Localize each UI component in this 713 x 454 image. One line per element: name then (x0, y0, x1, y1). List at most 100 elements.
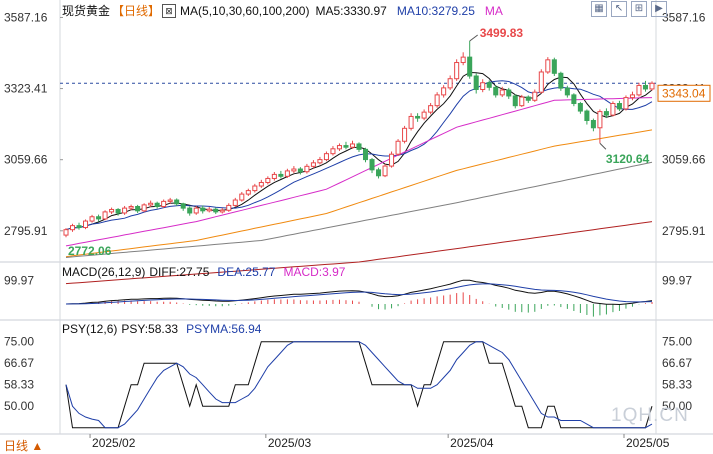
ma-more: MA (484, 3, 503, 18)
x-tick-label: 2025/04 (450, 436, 494, 450)
candle-body (649, 82, 655, 90)
period-tab[interactable]: 日线 ▲ (4, 439, 44, 453)
candle-body (434, 94, 440, 107)
candle-body (362, 148, 369, 161)
psy-line (65, 341, 653, 429)
candle-body (577, 103, 583, 112)
annotation-high: 3499.83 (480, 26, 524, 40)
psy-y-tick-left: 75.00 (4, 335, 34, 349)
candle-body (402, 127, 408, 142)
candle-body (525, 96, 531, 101)
candle-body (109, 208, 115, 213)
current-price-label: 3343.04 (662, 86, 706, 100)
candle-body (636, 84, 642, 96)
candle-body (441, 87, 447, 96)
main-chart-header: 现货黄金 【日线】 ⊠ MA(5,10,30,60,100,200) MA5:3… (62, 2, 503, 19)
candle-body (493, 86, 499, 96)
candle-body (532, 91, 538, 101)
candle-body (141, 204, 147, 212)
candle-body (193, 207, 199, 214)
candle-body (551, 59, 557, 74)
psy-y-tick-right: 58.33 (662, 378, 692, 392)
psy-y-tick-left: 58.33 (4, 378, 34, 392)
psy-title[interactable]: PSY(12,6) (62, 322, 118, 336)
candle-body (356, 143, 362, 150)
candle-body (180, 203, 186, 209)
candle-body (467, 56, 473, 77)
ma10-value: MA10:3279.25 (396, 3, 475, 18)
candle-body (148, 202, 154, 206)
candle-body (369, 159, 375, 171)
candle-body (252, 185, 258, 192)
ma-line-ma200 (65, 221, 653, 285)
candle-body (610, 103, 616, 116)
candle-body (154, 202, 160, 208)
macd-diff: DIFF:27.75 (149, 265, 210, 279)
candle-body (89, 216, 95, 222)
candle-body (415, 115, 421, 119)
y-tick-left: 3323.41 (4, 82, 48, 96)
candle-body (564, 87, 570, 96)
candle-body (395, 140, 401, 155)
x-tick-label: 2025/05 (626, 436, 670, 450)
window-controls: ▦ ↖ ⊞ ▶ (591, 1, 667, 17)
candle-body (558, 72, 564, 89)
psy-y-tick-right: 75.00 (662, 335, 692, 349)
candle-body (161, 200, 167, 208)
annotation-pointer (599, 142, 607, 150)
x-tick-label: 2025/03 (268, 436, 312, 450)
period-label[interactable]: 【日线】 (112, 4, 161, 18)
candle-body (297, 168, 303, 173)
y-tick-left: 3059.66 (4, 153, 48, 167)
candle-body (265, 177, 271, 184)
candle-body (128, 206, 134, 209)
candle-body (512, 95, 518, 107)
candle-body (135, 206, 141, 212)
y-tick-left: 3587.16 (4, 10, 48, 24)
ma5-value: MA5:3330.97 (315, 3, 387, 18)
candle-body (232, 199, 238, 206)
candle-body (219, 209, 225, 213)
layout-icon[interactable]: ⊞ (631, 1, 647, 17)
play-icon[interactable]: ▶ (651, 1, 667, 17)
cursor-icon[interactable]: ↖ (611, 1, 627, 17)
ma-line-ma60 (65, 129, 653, 258)
ma-params[interactable]: MA(5,10,30,60,100,200) (180, 3, 310, 18)
candle-body (499, 89, 505, 96)
candle-body (206, 208, 212, 212)
candle-body (590, 119, 596, 129)
candle-body (454, 62, 460, 80)
y-tick-right: 2795.91 (662, 224, 706, 238)
indicator-settings-icon[interactable]: ⊠ (162, 3, 177, 18)
y-tick-right: 3587.16 (662, 10, 706, 24)
candle-body (174, 199, 180, 205)
current-price-box (657, 84, 711, 102)
grid-icon[interactable]: ▦ (591, 1, 607, 17)
candle-body (310, 162, 316, 167)
candle-body (69, 225, 76, 231)
candle-body (330, 148, 336, 155)
y-tick-left: 2795.91 (4, 224, 48, 238)
candle-body (460, 56, 466, 64)
x-tick-label: 2025/02 (92, 436, 136, 450)
candle-body (317, 159, 323, 164)
candle-body (597, 111, 603, 129)
candle-body (167, 199, 173, 202)
psy-y-tick-left: 66.67 (4, 356, 34, 370)
candle-body (571, 94, 577, 105)
macd-title[interactable]: MACD(26,12,9) (62, 265, 146, 279)
y-tick-right: 3059.66 (662, 153, 706, 167)
ma-line-ma10 (65, 80, 653, 231)
candle-body (428, 105, 434, 113)
annotation-early-low: 2772.06 (68, 244, 112, 258)
candle-body (239, 193, 245, 201)
candle-body (447, 78, 453, 89)
candle-body (376, 169, 382, 177)
candle-body (304, 165, 310, 173)
candle-body (480, 82, 486, 90)
macd-dea-line (65, 283, 653, 305)
candle-body (271, 173, 277, 179)
instrument-name: 现货黄金 (62, 4, 111, 18)
